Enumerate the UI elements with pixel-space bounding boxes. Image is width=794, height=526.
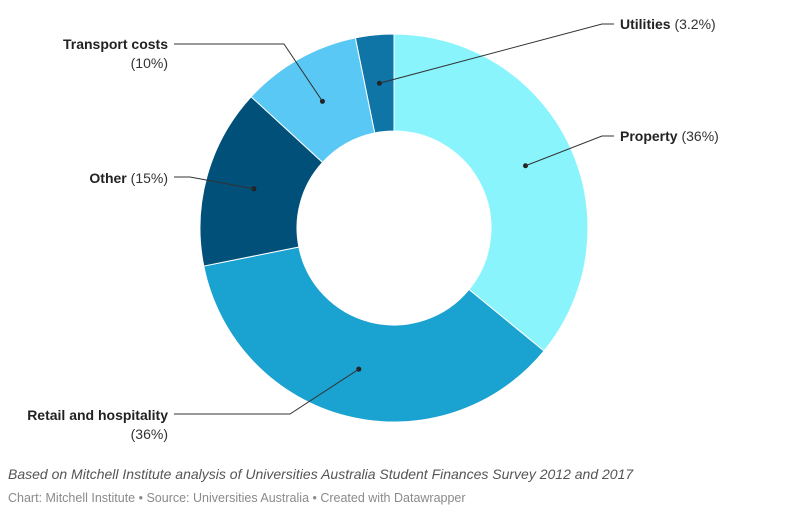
label-value-other: (15%) <box>127 170 168 186</box>
label-name-utilities: Utilities <box>620 16 671 32</box>
chart-description: Based on Mitchell Institute analysis of … <box>8 466 634 482</box>
slice-retail-and-hospitality <box>203 246 545 423</box>
label-name-transport-costs: Transport costs <box>63 36 168 52</box>
slice-labels: Utilities (3.2%) Property (36%) Retail and… <box>27 16 719 442</box>
label-name-retail-and-hospitality: Retail and hospitality <box>27 407 168 423</box>
label-name-property: Property <box>620 128 678 144</box>
leader-line-other <box>174 176 254 190</box>
chart-credit: Chart: Mitchell Institute • Source: Univ… <box>8 491 466 505</box>
leader-line-property <box>525 135 614 167</box>
slices <box>199 33 589 423</box>
label-transport-costs: Transport costs <box>63 36 168 52</box>
donut-chart: Utilities (3.2%) Property (36%) Retail and… <box>27 16 719 442</box>
donut-chart-svg: Utilities (3.2%) Property (36%) Retail and… <box>27 16 719 442</box>
leader-line-utilities <box>379 23 614 84</box>
label-value-transport-costs: (10%) <box>131 55 168 71</box>
label-property: Property (36%) <box>620 128 719 144</box>
label-utilities: Utilities (3.2%) <box>620 16 716 32</box>
label-value-retail-and-hospitality: (36%) <box>131 426 168 442</box>
label-retail-and-hospitality: Retail and hospitality <box>27 407 168 423</box>
slice-property <box>393 33 589 352</box>
leader-line-retail-and-hospitality <box>174 368 360 415</box>
leader-lines <box>174 23 614 415</box>
label-value-utilities: (3.2%) <box>671 16 716 32</box>
label-name-other: Other <box>89 170 127 186</box>
label-other: Other (15%) <box>89 170 168 186</box>
slice-transport-costs <box>250 37 376 164</box>
leader-line-transport-costs <box>174 43 323 102</box>
label-value-property: (36%) <box>678 128 719 144</box>
